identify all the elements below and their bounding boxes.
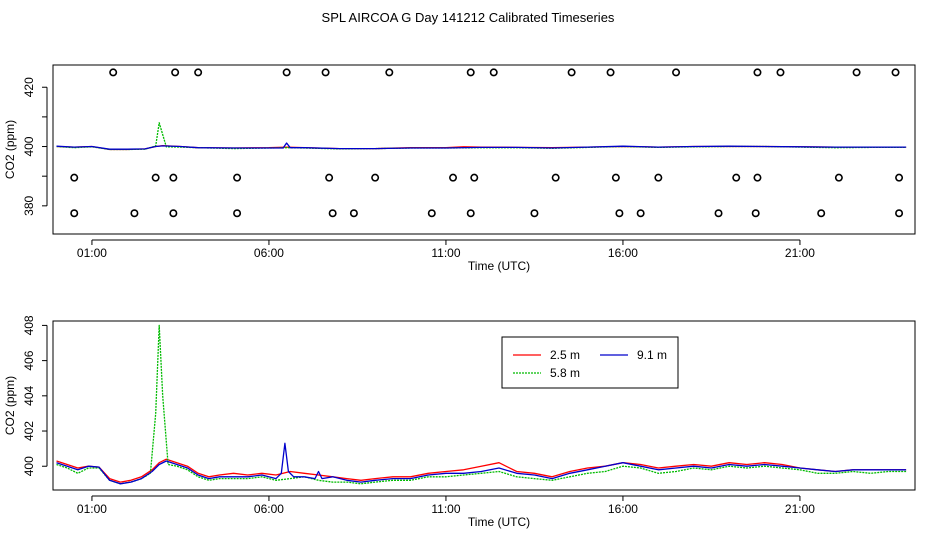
y-tick-label: 402 xyxy=(22,421,36,441)
y-axis-label: CO2 (ppm) xyxy=(3,376,17,435)
y-axis-label: CO2 (ppm) xyxy=(3,120,17,179)
y-axis: 380 400 420 xyxy=(22,77,48,216)
legend-box xyxy=(501,336,679,389)
cal-point xyxy=(233,209,242,218)
cal-point xyxy=(470,173,479,182)
y-tick-label: 408 xyxy=(22,315,36,335)
cal-point xyxy=(611,173,620,182)
cal-point xyxy=(321,68,330,77)
legend: 2.5 m 9.1 m 5.8 m xyxy=(501,336,679,389)
x-tick-label: 06:00 xyxy=(254,502,284,516)
plot-frame xyxy=(52,64,916,235)
series-lines xyxy=(56,122,907,151)
cal-point xyxy=(654,173,663,182)
y-tick-label: 404 xyxy=(22,385,36,405)
cal-point xyxy=(606,68,615,77)
cal-point xyxy=(753,68,762,77)
cal-point xyxy=(672,68,681,77)
cal-point xyxy=(567,68,576,77)
cal-point xyxy=(466,209,475,218)
cal-point xyxy=(371,173,380,182)
cal-points xyxy=(70,68,904,218)
x-tick-label: 16:00 xyxy=(608,246,638,260)
cal-point xyxy=(70,209,79,218)
x-axis: 01:00 06:00 11:00 16:00 21:00 xyxy=(77,239,815,260)
cal-point xyxy=(109,68,118,77)
figure-title: SPL AIRCOA G Day 141212 Calibrated Times… xyxy=(322,10,615,25)
y-tick-label: 406 xyxy=(22,350,36,370)
y-axis: 400 402 404 406 408 xyxy=(22,315,48,476)
y-tick-label: 400 xyxy=(22,456,36,476)
cal-point xyxy=(171,68,180,77)
x-tick-label: 11:00 xyxy=(431,246,460,260)
x-axis-label: Time (UTC) xyxy=(468,259,530,273)
cal-point xyxy=(169,209,178,218)
cal-point xyxy=(151,173,160,182)
legend-label: 2.5 m xyxy=(550,348,580,362)
series-line-9-1-m xyxy=(56,142,907,150)
cal-point xyxy=(714,209,723,218)
cal-point xyxy=(449,173,458,182)
x-axis: 01:00 06:00 11:00 16:00 21:00 xyxy=(77,495,815,516)
legend-label: 5.8 m xyxy=(550,366,580,380)
cal-point xyxy=(328,209,337,218)
x-tick-label: 11:00 xyxy=(431,502,460,516)
series-line-9-1-m xyxy=(56,442,907,485)
x-tick-label: 16:00 xyxy=(608,502,638,516)
cal-point xyxy=(130,209,139,218)
cal-point xyxy=(466,68,475,77)
y-tick-label: 400 xyxy=(22,136,36,156)
panel-top: 01:00 06:00 11:00 16:00 21:00 Time (UTC) 380 40… xyxy=(3,64,916,273)
cal-point xyxy=(895,209,904,218)
plot-frame xyxy=(52,320,916,491)
cal-point xyxy=(70,173,79,182)
x-axis-label: Time (UTC) xyxy=(468,515,530,529)
cal-point xyxy=(753,173,762,182)
cal-point xyxy=(891,68,900,77)
cal-point xyxy=(817,209,826,218)
cal-point xyxy=(834,173,843,182)
y-tick-label: 380 xyxy=(22,196,36,216)
legend-label: 9.1 m xyxy=(637,348,667,362)
cal-point xyxy=(732,173,741,182)
cal-point xyxy=(427,209,436,218)
cal-point xyxy=(852,68,861,77)
x-tick-label: 21:00 xyxy=(785,502,815,516)
x-tick-label: 01:00 xyxy=(77,502,107,516)
cal-point xyxy=(169,173,178,182)
y-tick-label: 420 xyxy=(22,77,36,97)
series-line-5-8-m xyxy=(56,324,907,485)
series-line-5-8-m xyxy=(56,122,907,151)
cal-point xyxy=(776,68,785,77)
cal-point xyxy=(551,173,560,182)
x-tick-label: 01:00 xyxy=(77,246,107,260)
series-lines xyxy=(56,324,907,485)
cal-point xyxy=(385,68,394,77)
cal-point xyxy=(325,173,334,182)
cal-point xyxy=(530,209,539,218)
x-tick-label: 21:00 xyxy=(785,246,815,260)
cal-point xyxy=(349,209,358,218)
cal-point xyxy=(615,209,624,218)
series-line-2-5-m xyxy=(56,458,907,483)
cal-point xyxy=(895,173,904,182)
cal-point xyxy=(489,68,498,77)
x-tick-label: 06:00 xyxy=(254,246,284,260)
cal-point xyxy=(282,68,291,77)
cal-point xyxy=(636,209,645,218)
cal-point xyxy=(751,209,760,218)
cal-point xyxy=(233,173,242,182)
cal-point xyxy=(194,68,203,77)
